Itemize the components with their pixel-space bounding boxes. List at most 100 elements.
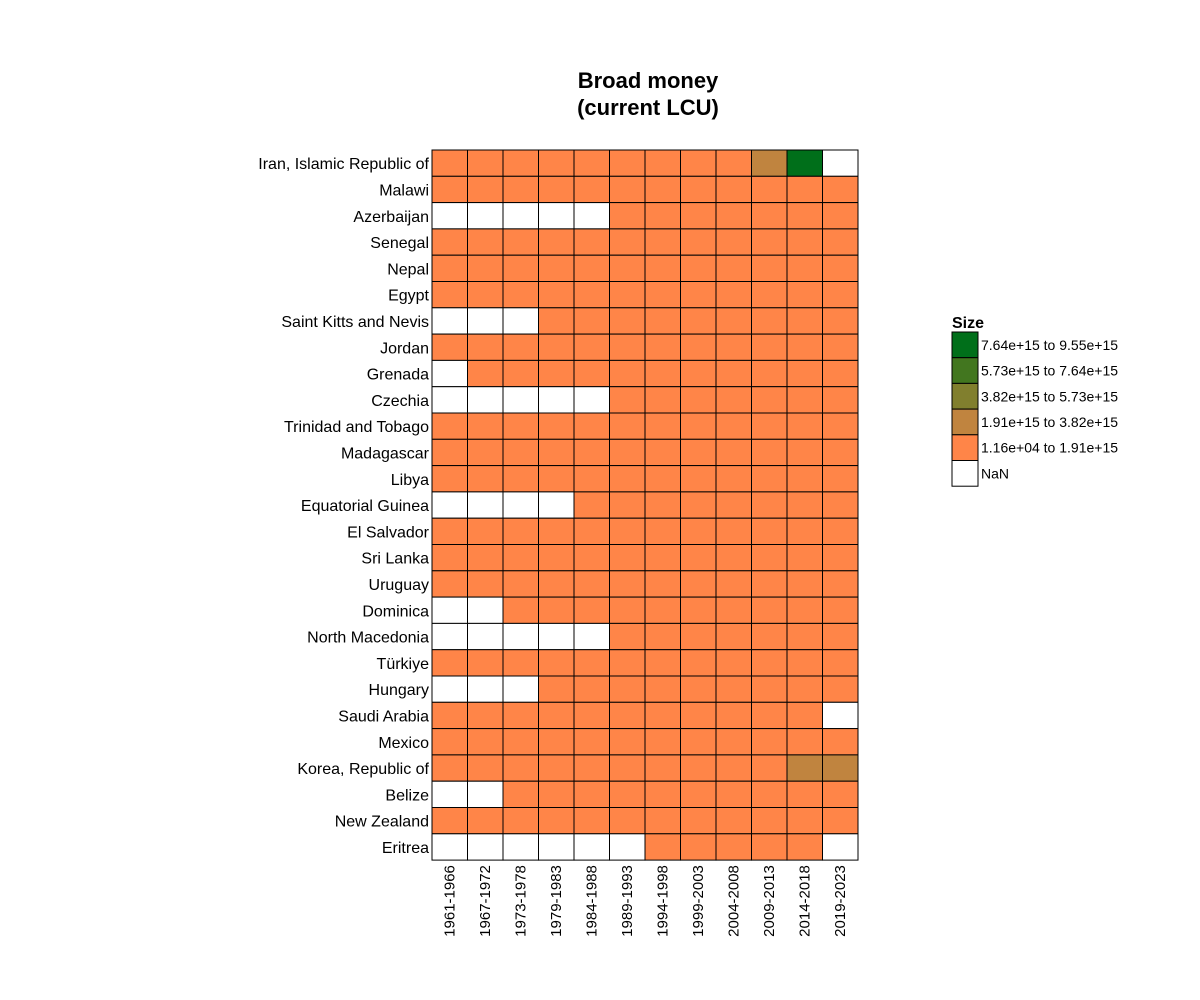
heatmap-cell — [822, 780, 859, 809]
heatmap-cell — [609, 728, 646, 756]
heatmap-cell — [431, 359, 468, 388]
heatmap-cell — [431, 833, 468, 861]
heatmap-cell — [822, 228, 859, 256]
heatmap-cell — [644, 675, 681, 703]
heatmap-cell — [786, 780, 823, 809]
heatmap-cell — [538, 281, 575, 309]
heatmap-cell — [680, 675, 717, 703]
chart-title-line-2: (current LCU) — [577, 95, 719, 120]
heatmap-cell — [502, 807, 539, 835]
heatmap-cell — [431, 438, 468, 467]
heatmap-cell — [715, 728, 752, 756]
legend-swatch — [951, 460, 979, 487]
column-labels: 1961-1966 1967-1972 1973-1978 1979-1983 1984… — [442, 865, 850, 937]
heatmap-cell — [431, 386, 468, 414]
heatmap-cell — [502, 491, 539, 519]
heatmap-cell — [751, 175, 788, 204]
heatmap-cell — [715, 570, 752, 598]
heatmap-cell — [609, 254, 646, 282]
heatmap-cell — [431, 675, 468, 703]
heatmap-cell — [431, 649, 468, 677]
row-label: Libya — [391, 472, 429, 489]
row-label: Korea, Republic of — [297, 761, 429, 778]
heatmap-cell — [431, 202, 468, 230]
heatmap-cell — [538, 622, 575, 651]
row-label: Eritrea — [382, 840, 429, 857]
heatmap-cell — [467, 491, 504, 519]
heatmap-cell — [786, 754, 823, 782]
heatmap-cell — [644, 622, 681, 651]
row-label: New Zealand — [335, 814, 429, 831]
heatmap-cell — [715, 701, 752, 730]
heatmap-cell — [680, 701, 717, 730]
heatmap-cell — [467, 149, 504, 177]
row-label: Dominica — [362, 603, 429, 620]
heatmap-cell — [751, 622, 788, 651]
row-labels: Iran, Islamic Republic of Malawi Azerbaija… — [258, 156, 429, 857]
row-label: Equatorial Guinea — [301, 498, 429, 515]
heatmap-cell — [431, 228, 468, 256]
heatmap-cell — [680, 228, 717, 256]
heatmap-cell — [609, 675, 646, 703]
row-label: Belize — [385, 787, 429, 804]
heatmap-cell — [573, 175, 610, 204]
row-label: Nepal — [387, 261, 429, 278]
heatmap-cell — [467, 622, 504, 651]
heatmap-cell — [502, 333, 539, 361]
heatmap-cell — [573, 833, 610, 861]
heatmap-cell — [822, 386, 859, 414]
heatmap-cell — [822, 570, 859, 598]
heatmap-cell — [467, 517, 504, 546]
heatmap-cell — [644, 149, 681, 177]
legend-title: Size — [952, 315, 984, 332]
row-label: Egypt — [388, 288, 429, 305]
heatmap-cell — [786, 254, 823, 282]
heatmap-cell — [751, 281, 788, 309]
heatmap-cell — [751, 649, 788, 677]
heatmap-cell — [822, 544, 859, 572]
heatmap-cell — [644, 202, 681, 230]
heatmap-cell — [538, 675, 575, 703]
heatmap-cell — [644, 701, 681, 730]
heatmap-cell — [467, 281, 504, 309]
heatmap-cell — [822, 175, 859, 204]
heatmap-cell — [644, 386, 681, 414]
legend-label: 7.64e+15 to 9.55e+15 — [981, 337, 1118, 353]
heatmap-cell — [644, 228, 681, 256]
heatmap-cell — [680, 149, 717, 177]
heatmap-cell — [502, 833, 539, 861]
column-label: 1984-1988 — [584, 865, 601, 937]
heatmap-cell — [751, 412, 788, 440]
heatmap-cell — [680, 570, 717, 598]
heatmap-cell — [538, 307, 575, 335]
heatmap-cell — [431, 149, 468, 177]
heatmap-cell — [467, 544, 504, 572]
row-label: Mexico — [378, 735, 429, 752]
heatmap-cell — [786, 596, 823, 624]
heatmap-cell — [715, 386, 752, 414]
heatmap-cell — [502, 175, 539, 204]
heatmap-cell — [751, 754, 788, 782]
heatmap-cell — [467, 386, 504, 414]
row-label: Trinidad and Tobago — [284, 419, 429, 436]
heatmap-cell — [573, 202, 610, 230]
heatmap-cell — [680, 254, 717, 282]
heatmap-cell — [786, 359, 823, 388]
heatmap-cell — [609, 780, 646, 809]
heatmap-cell — [573, 754, 610, 782]
heatmap-cell — [786, 728, 823, 756]
heatmap-cell — [644, 807, 681, 835]
heatmap-cell — [467, 754, 504, 782]
heatmap-cell — [715, 333, 752, 361]
heatmap-cell — [715, 307, 752, 335]
heatmap-cell — [502, 465, 539, 493]
heatmap-cell — [680, 596, 717, 624]
heatmap-cell — [573, 359, 610, 388]
heatmap-cell — [822, 281, 859, 309]
heatmap-cell — [573, 465, 610, 493]
heatmap-cell — [751, 333, 788, 361]
heatmap-cell — [715, 596, 752, 624]
heatmap-cell — [431, 701, 468, 730]
heatmap-cell — [502, 438, 539, 467]
heatmap-cell — [431, 281, 468, 309]
